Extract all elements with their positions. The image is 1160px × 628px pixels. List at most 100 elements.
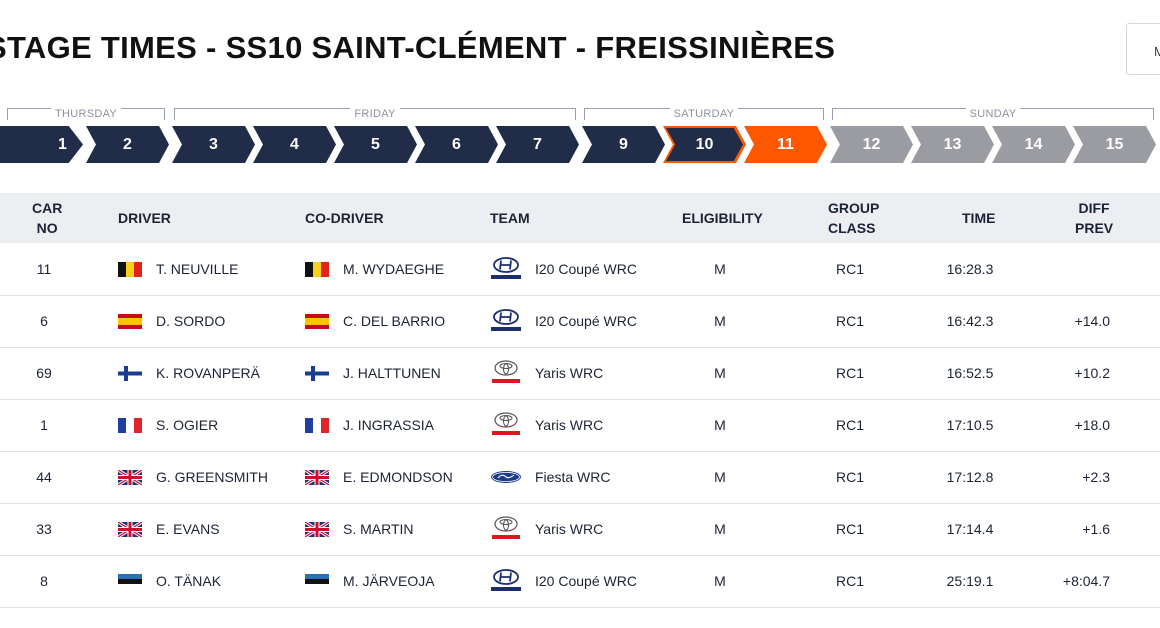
stage-number: 3 bbox=[209, 135, 218, 153]
team-name-text: I20 Coupé WRC bbox=[535, 313, 637, 329]
team-name-text: Yaris WRC bbox=[535, 365, 604, 381]
group-class: RC1 bbox=[830, 555, 870, 607]
eligibility: M bbox=[700, 555, 740, 607]
day-label: SUNDAY bbox=[965, 108, 1021, 120]
diff-prev bbox=[1040, 243, 1110, 295]
stage-button-6[interactable]: 6 bbox=[415, 126, 498, 163]
driver-name-text: O. TÄNAK bbox=[156, 573, 222, 589]
stage-time: 16:42.3 bbox=[942, 295, 998, 347]
team-name-text: Fiesta WRC bbox=[535, 469, 611, 485]
car-number-text: 69 bbox=[36, 365, 52, 381]
table-row[interactable]: 11 T. NEUVILLE M. WYDAEGHE I20 Coupé WRC M R… bbox=[0, 243, 1160, 296]
car-number: 69 bbox=[24, 347, 64, 399]
uk-flag-icon bbox=[118, 521, 142, 537]
group-class: RC1 bbox=[830, 451, 870, 503]
car-number-text: 6 bbox=[40, 313, 48, 329]
stage-time-text: 16:28.3 bbox=[946, 261, 994, 277]
eligibility-text: M bbox=[714, 417, 726, 433]
group-class-text: RC1 bbox=[835, 521, 864, 537]
car-number-text: 8 bbox=[40, 573, 48, 589]
view-selector-dropdown[interactable]: M bbox=[1126, 23, 1160, 75]
table-row[interactable]: 6 D. SORDO C. DEL BARRIO I20 Coupé WRC M RC1… bbox=[0, 295, 1160, 348]
diff-prev-text: +10.2 bbox=[1074, 365, 1110, 381]
header-group-class[interactable]: GROUP CLASS bbox=[828, 200, 880, 236]
header-eligibility[interactable]: ELIGIBILITY bbox=[682, 210, 763, 226]
estonia-flag-icon bbox=[305, 573, 329, 589]
car-number-text: 1 bbox=[40, 417, 48, 433]
car-number: 1 bbox=[24, 399, 64, 451]
eligibility: M bbox=[700, 295, 740, 347]
stage-button-4[interactable]: 4 bbox=[253, 126, 336, 163]
stage-time-text: 17:10.5 bbox=[946, 417, 994, 433]
stage-button-12[interactable]: 12 bbox=[830, 126, 913, 163]
diff-prev: +10.2 bbox=[1040, 347, 1110, 399]
france-flag-icon bbox=[305, 417, 329, 433]
diff-prev: +8:04.7 bbox=[1040, 555, 1110, 607]
driver-name: E. EVANS bbox=[118, 503, 220, 555]
team-name-text: Yaris WRC bbox=[535, 417, 604, 433]
spain-flag-icon bbox=[118, 313, 142, 329]
stage-time-text: 17:14.4 bbox=[946, 521, 994, 537]
car-number-text: 33 bbox=[36, 521, 52, 537]
stage-time: 17:14.4 bbox=[942, 503, 998, 555]
stage-number: 5 bbox=[371, 135, 380, 153]
header-driver[interactable]: DRIVER bbox=[118, 210, 171, 226]
day-label: SATURDAY bbox=[669, 108, 739, 120]
group-class: RC1 bbox=[830, 243, 870, 295]
uk-flag-icon bbox=[305, 521, 329, 537]
header-car-no[interactable]: CAR NO bbox=[32, 200, 63, 236]
header-team[interactable]: TEAM bbox=[490, 210, 530, 226]
stage-button-10[interactable]: 10 bbox=[663, 126, 746, 163]
stage-button-5[interactable]: 5 bbox=[334, 126, 417, 163]
codriver-name: M. WYDAEGHE bbox=[305, 243, 444, 295]
hyundai-logo-icon bbox=[489, 566, 523, 596]
diff-prev-text: +8:04.7 bbox=[1062, 573, 1110, 589]
header-diff-prev[interactable]: DIFF PREV bbox=[1075, 200, 1114, 236]
driver-name-text: G. GREENSMITH bbox=[156, 469, 269, 485]
codriver-name-text: J. HALTTUNEN bbox=[343, 365, 441, 381]
eligibility: M bbox=[700, 451, 740, 503]
stage-button-9[interactable]: 9 bbox=[582, 126, 665, 163]
driver-name: K. ROVANPERÄ bbox=[118, 347, 260, 399]
eligibility-text: M bbox=[714, 261, 726, 277]
france-flag-icon bbox=[118, 417, 142, 433]
stage-button-13[interactable]: 13 bbox=[911, 126, 994, 163]
stage-number: 13 bbox=[943, 135, 962, 153]
table-row[interactable]: 33 E. EVANS S. MARTIN Yaris WRC M RC1 17:14.4… bbox=[0, 503, 1160, 556]
hyundai-logo-icon bbox=[489, 306, 523, 336]
codriver-name: J. HALTTUNEN bbox=[305, 347, 441, 399]
spain-flag-icon bbox=[305, 313, 329, 329]
eligibility: M bbox=[700, 243, 740, 295]
eligibility-text: M bbox=[714, 365, 726, 381]
diff-prev: +2.3 bbox=[1040, 451, 1110, 503]
stage-button-2[interactable]: 2 bbox=[86, 126, 169, 163]
stage-time-text: 16:52.5 bbox=[946, 365, 994, 381]
stage-button-11[interactable]: 11 bbox=[744, 126, 827, 163]
group-class-text: RC1 bbox=[835, 469, 864, 485]
table-row[interactable]: 8 O. TÄNAK M. JÄRVEOJA I20 Coupé WRC M RC1 25… bbox=[0, 555, 1160, 608]
diff-prev-text: +1.6 bbox=[1082, 521, 1110, 537]
day-group-friday: FRIDAY bbox=[174, 108, 576, 120]
stage-time: 17:10.5 bbox=[942, 399, 998, 451]
stage-button-15[interactable]: 15 bbox=[1073, 126, 1156, 163]
header-time[interactable]: TIME bbox=[962, 210, 996, 226]
team-name: Yaris WRC bbox=[489, 503, 603, 555]
group-class-text: RC1 bbox=[835, 313, 864, 329]
codriver-name: S. MARTIN bbox=[305, 503, 414, 555]
stage-number: 7 bbox=[533, 135, 542, 153]
table-row[interactable]: 1 S. OGIER J. INGRASSIA Yaris WRC M RC1 17:10… bbox=[0, 399, 1160, 452]
stage-button-7[interactable]: 7 bbox=[496, 126, 579, 163]
group-class: RC1 bbox=[830, 295, 870, 347]
car-number: 33 bbox=[24, 503, 64, 555]
table-row[interactable]: 44 G. GREENSMITH E. EDMONDSON Fiesta WRC M R… bbox=[0, 451, 1160, 504]
codriver-name: J. INGRASSIA bbox=[305, 399, 434, 451]
table-row[interactable]: 69 K. ROVANPERÄ J. HALTTUNEN Yaris WRC M RC1… bbox=[0, 347, 1160, 400]
stage-button-1[interactable]: 1 bbox=[0, 126, 83, 163]
stage-button-14[interactable]: 14 bbox=[992, 126, 1075, 163]
group-class-text: RC1 bbox=[835, 365, 864, 381]
codriver-name-text: J. INGRASSIA bbox=[343, 417, 435, 433]
header-codriver[interactable]: CO-DRIVER bbox=[305, 210, 384, 226]
driver-name: S. OGIER bbox=[118, 399, 218, 451]
stage-button-3[interactable]: 3 bbox=[172, 126, 255, 163]
team-name-text: Yaris WRC bbox=[535, 521, 604, 537]
